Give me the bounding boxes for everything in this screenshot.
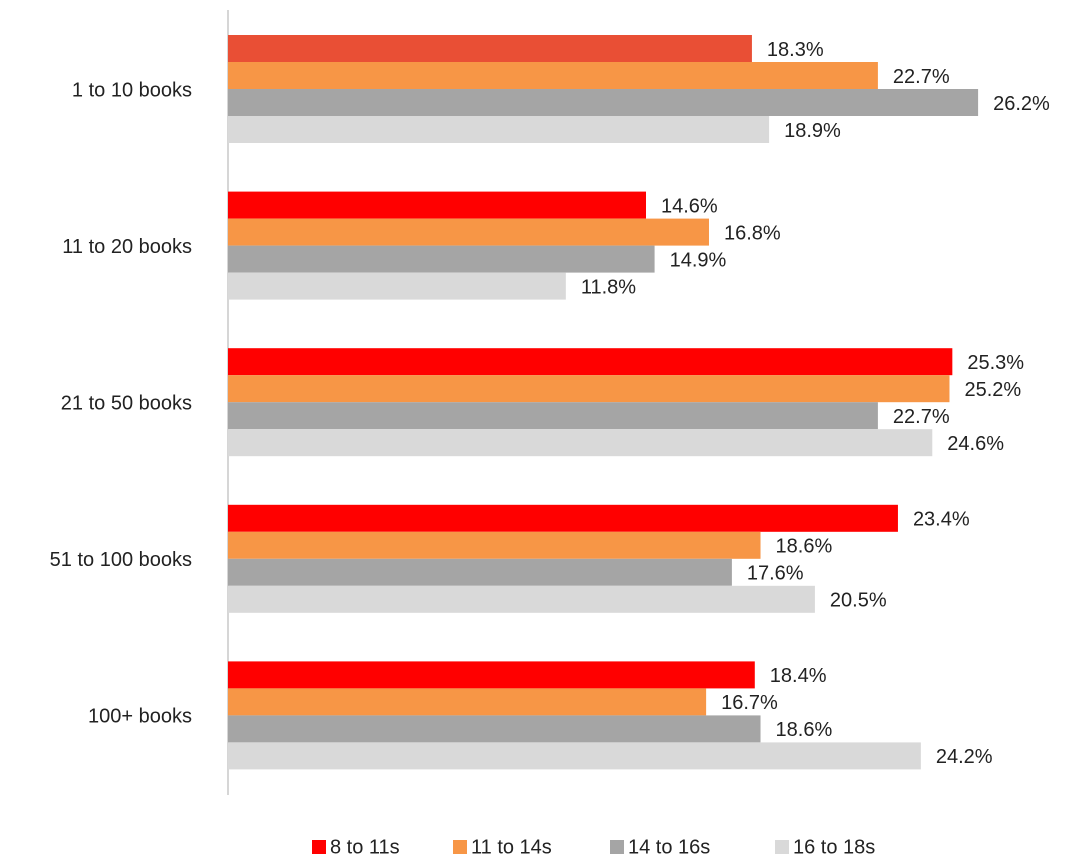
legend-swatch bbox=[610, 840, 624, 854]
bar bbox=[228, 116, 770, 143]
bar bbox=[228, 272, 566, 300]
bar bbox=[228, 375, 950, 403]
value-label: 20.5% bbox=[830, 590, 887, 612]
value-label: 25.3% bbox=[967, 352, 1024, 374]
legend-swatch bbox=[312, 840, 326, 854]
value-label: 23.4% bbox=[913, 509, 970, 531]
bar bbox=[228, 35, 752, 62]
y-tick-label: 21 to 50 books bbox=[61, 392, 192, 414]
bar bbox=[228, 504, 898, 532]
bar bbox=[228, 742, 921, 770]
y-tick-label: 100+ books bbox=[88, 706, 192, 728]
legend-swatch bbox=[453, 840, 467, 854]
legend-label: 11 to 14s bbox=[471, 836, 552, 858]
legend-swatch bbox=[775, 840, 789, 854]
y-tick-label: 51 to 100 books bbox=[50, 549, 192, 571]
value-label: 24.6% bbox=[947, 433, 1004, 455]
bar bbox=[228, 191, 646, 219]
y-tick-label: 1 to 10 books bbox=[72, 79, 192, 101]
bar bbox=[228, 89, 979, 116]
value-label: 17.6% bbox=[747, 563, 804, 585]
bar bbox=[228, 688, 707, 716]
bar bbox=[228, 531, 761, 559]
bar bbox=[228, 348, 953, 376]
value-label: 25.2% bbox=[964, 379, 1021, 401]
y-tick-label: 11 to 20 books bbox=[62, 236, 192, 258]
value-label: 18.3% bbox=[767, 39, 824, 61]
bar bbox=[228, 661, 755, 689]
value-label: 16.7% bbox=[721, 692, 778, 714]
value-label: 14.6% bbox=[661, 195, 718, 217]
bar bbox=[228, 715, 761, 743]
legend-label: 8 to 11s bbox=[330, 836, 400, 858]
value-label: 24.2% bbox=[936, 746, 993, 768]
legend-label: 14 to 16s bbox=[628, 836, 710, 858]
value-label: 18.4% bbox=[770, 665, 827, 687]
legend-label: 16 to 18s bbox=[793, 836, 875, 858]
value-label: 18.9% bbox=[784, 120, 841, 142]
bar bbox=[228, 245, 655, 273]
value-label: 18.6% bbox=[776, 536, 833, 558]
bar bbox=[228, 402, 878, 430]
bar bbox=[228, 62, 878, 89]
value-label: 11.8% bbox=[581, 276, 636, 298]
value-label: 26.2% bbox=[993, 93, 1050, 115]
bar bbox=[228, 429, 933, 457]
bar bbox=[228, 558, 732, 586]
bar bbox=[228, 585, 815, 613]
value-label: 22.7% bbox=[893, 66, 950, 88]
value-label: 18.6% bbox=[776, 719, 833, 741]
value-label: 16.8% bbox=[724, 222, 781, 244]
bar bbox=[228, 218, 709, 246]
value-label: 22.7% bbox=[893, 406, 950, 428]
value-label: 14.9% bbox=[670, 249, 727, 271]
